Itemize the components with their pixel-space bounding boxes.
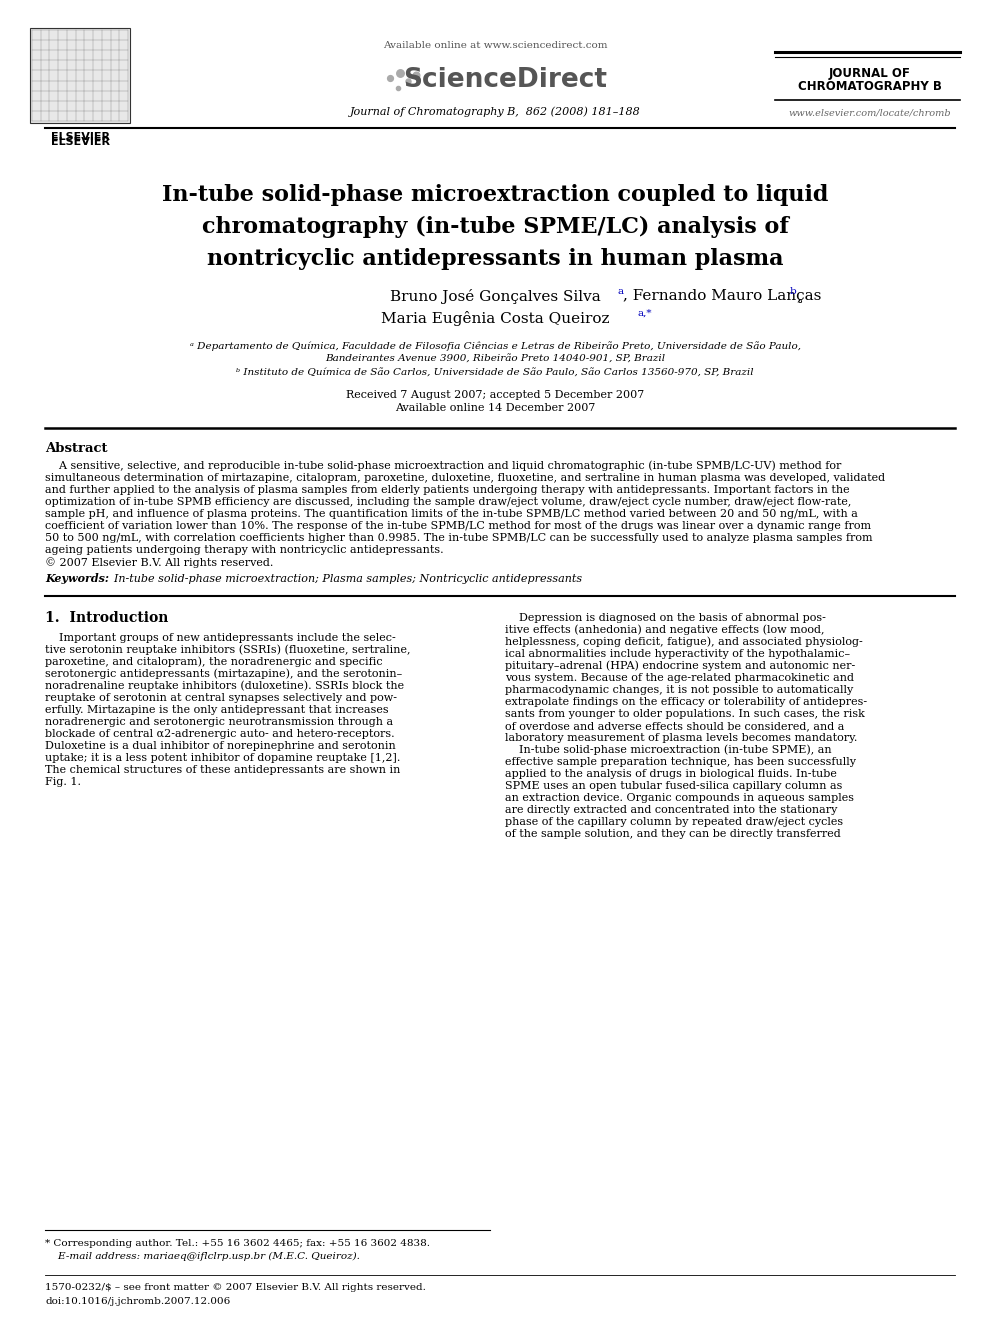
Text: Maria Eugênia Costa Queiroz: Maria Eugênia Costa Queiroz bbox=[381, 311, 609, 325]
Text: of the sample solution, and they can be directly transferred: of the sample solution, and they can be … bbox=[505, 830, 841, 839]
Text: Depression is diagnosed on the basis of abnormal pos-: Depression is diagnosed on the basis of … bbox=[505, 613, 826, 623]
Text: applied to the analysis of drugs in biological fluids. In-tube: applied to the analysis of drugs in biol… bbox=[505, 769, 837, 779]
Text: reuptake of serotonin at central synapses selectively and pow-: reuptake of serotonin at central synapse… bbox=[45, 693, 397, 703]
Text: vous system. Because of the age-related pharmacokinetic and: vous system. Because of the age-related … bbox=[505, 673, 854, 683]
Text: Available online at www.sciencedirect.com: Available online at www.sciencedirect.co… bbox=[383, 41, 607, 49]
Text: A sensitive, selective, and reproducible in-tube solid-phase microextraction and: A sensitive, selective, and reproducible… bbox=[45, 460, 841, 471]
Text: tive serotonin reuptake inhibitors (SSRIs) (fluoxetine, sertraline,: tive serotonin reuptake inhibitors (SSRI… bbox=[45, 644, 411, 655]
Text: www.elsevier.com/locate/chromb: www.elsevier.com/locate/chromb bbox=[789, 108, 951, 118]
Text: noradrenergic and serotonergic neurotransmission through a: noradrenergic and serotonergic neurotran… bbox=[45, 717, 393, 728]
Text: Important groups of new antidepressants include the selec-: Important groups of new antidepressants … bbox=[45, 632, 396, 643]
Text: pharmacodynamic changes, it is not possible to automatically: pharmacodynamic changes, it is not possi… bbox=[505, 685, 853, 695]
Text: ageing patients undergoing therapy with nontricyclic antidepressants.: ageing patients undergoing therapy with … bbox=[45, 545, 443, 556]
Text: itive effects (anhedonia) and negative effects (low mood,: itive effects (anhedonia) and negative e… bbox=[505, 624, 824, 635]
Text: ELSEVIER: ELSEVIER bbox=[51, 138, 109, 147]
Text: ELSEVIER: ELSEVIER bbox=[51, 132, 109, 142]
Text: doi:10.1016/j.jchromb.2007.12.006: doi:10.1016/j.jchromb.2007.12.006 bbox=[45, 1297, 230, 1306]
Text: erfully. Mirtazapine is the only antidepressant that increases: erfully. Mirtazapine is the only antidep… bbox=[45, 705, 389, 714]
Text: are directly extracted and concentrated into the stationary: are directly extracted and concentrated … bbox=[505, 804, 837, 815]
Text: ᵃ Departamento de Química, Faculdade de Filosofia Ciências e Letras de Ribeirão : ᵃ Departamento de Química, Faculdade de … bbox=[189, 341, 801, 351]
Text: Bruno José Gonçalves Silva: Bruno José Gonçalves Silva bbox=[390, 288, 600, 303]
Text: The chemical structures of these antidepressants are shown in: The chemical structures of these antidep… bbox=[45, 765, 401, 775]
Text: effective sample preparation technique, has been successfully: effective sample preparation technique, … bbox=[505, 757, 856, 767]
Text: Keywords:: Keywords: bbox=[45, 573, 109, 585]
Text: coefficient of variation lower than 10%. The response of the in-tube SPMB/LC met: coefficient of variation lower than 10%.… bbox=[45, 521, 871, 531]
Text: In-tube solid-phase microextraction (in-tube SPME), an: In-tube solid-phase microextraction (in-… bbox=[505, 745, 831, 755]
Text: In-tube solid-phase microextraction coupled to liquid: In-tube solid-phase microextraction coup… bbox=[162, 184, 828, 206]
Text: 1570-0232/$ – see front matter © 2007 Elsevier B.V. All rights reserved.: 1570-0232/$ – see front matter © 2007 El… bbox=[45, 1283, 426, 1293]
Text: chromatography (in-tube SPME/LC) analysis of: chromatography (in-tube SPME/LC) analysi… bbox=[201, 216, 789, 238]
Text: * Corresponding author. Tel.: +55 16 3602 4465; fax: +55 16 3602 4838.: * Corresponding author. Tel.: +55 16 360… bbox=[45, 1238, 430, 1248]
Text: 1.  Introduction: 1. Introduction bbox=[45, 611, 169, 624]
Text: Duloxetine is a dual inhibitor of norepinephrine and serotonin: Duloxetine is a dual inhibitor of norepi… bbox=[45, 741, 396, 751]
Text: noradrenaline reuptake inhibitors (duloxetine). SSRIs block the: noradrenaline reuptake inhibitors (dulox… bbox=[45, 681, 404, 692]
Text: and further applied to the analysis of plasma samples from elderly patients unde: and further applied to the analysis of p… bbox=[45, 486, 849, 495]
Text: of overdose and adverse effects should be considered, and a: of overdose and adverse effects should b… bbox=[505, 721, 844, 732]
Text: phase of the capillary column by repeated draw/eject cycles: phase of the capillary column by repeate… bbox=[505, 818, 843, 827]
Text: laboratory measurement of plasma levels becomes mandatory.: laboratory measurement of plasma levels … bbox=[505, 733, 857, 744]
Text: extrapolate findings on the efficacy or tolerability of antidepres-: extrapolate findings on the efficacy or … bbox=[505, 697, 867, 706]
Text: nontricyclic antidepressants in human plasma: nontricyclic antidepressants in human pl… bbox=[206, 247, 784, 270]
Text: blockade of central α2-adrenergic auto- and hetero-receptors.: blockade of central α2-adrenergic auto- … bbox=[45, 729, 395, 740]
Text: sample pH, and influence of plasma proteins. The quantification limits of the in: sample pH, and influence of plasma prote… bbox=[45, 509, 858, 519]
Text: a: a bbox=[618, 287, 624, 295]
Text: Journal of Chromatography B,  862 (2008) 181–188: Journal of Chromatography B, 862 (2008) … bbox=[349, 107, 641, 118]
Bar bbox=[30, 28, 130, 123]
Text: © 2007 Elsevier B.V. All rights reserved.: © 2007 Elsevier B.V. All rights reserved… bbox=[45, 557, 274, 569]
Text: serotonergic antidepressants (mirtazapine), and the serotonin–: serotonergic antidepressants (mirtazapin… bbox=[45, 668, 402, 679]
Text: 50 to 500 ng/mL, with correlation coefficients higher than 0.9985. The in-tube S: 50 to 500 ng/mL, with correlation coeffi… bbox=[45, 533, 873, 542]
Text: simultaneous determination of mirtazapine, citalopram, paroxetine, duloxetine, f: simultaneous determination of mirtazapin… bbox=[45, 474, 885, 483]
Text: helplessness, coping deficit, fatigue), and associated physiolog-: helplessness, coping deficit, fatigue), … bbox=[505, 636, 863, 647]
Text: Available online 14 December 2007: Available online 14 December 2007 bbox=[395, 404, 595, 413]
Text: a,*: a,* bbox=[637, 308, 652, 318]
Text: uptake; it is a less potent inhibitor of dopamine reuptake [1,2].: uptake; it is a less potent inhibitor of… bbox=[45, 753, 401, 763]
Text: ScienceDirect: ScienceDirect bbox=[403, 67, 607, 93]
Text: pituitary–adrenal (HPA) endocrine system and autonomic ner-: pituitary–adrenal (HPA) endocrine system… bbox=[505, 660, 855, 671]
Text: E-mail address: mariaeq@iflclrp.usp.br (M.E.C. Queiroz).: E-mail address: mariaeq@iflclrp.usp.br (… bbox=[45, 1252, 360, 1261]
Text: ᵇ Instituto de Química de São Carlos, Universidade de São Paulo, São Carlos 1356: ᵇ Instituto de Química de São Carlos, Un… bbox=[236, 368, 754, 377]
Text: SPME uses an open tubular fused-silica capillary column as: SPME uses an open tubular fused-silica c… bbox=[505, 781, 842, 791]
Text: sants from younger to older populations. In such cases, the risk: sants from younger to older populations.… bbox=[505, 709, 865, 718]
Text: an extraction device. Organic compounds in aqueous samples: an extraction device. Organic compounds … bbox=[505, 792, 854, 803]
Text: , Fernando Mauro Lanças: , Fernando Mauro Lanças bbox=[623, 288, 821, 303]
Text: ical abnormalities include hyperactivity of the hypothalamic–: ical abnormalities include hyperactivity… bbox=[505, 650, 850, 659]
Text: CHROMATOGRAPHY B: CHROMATOGRAPHY B bbox=[798, 81, 942, 94]
Text: JOURNAL OF: JOURNAL OF bbox=[829, 66, 911, 79]
Text: optimization of in-tube SPMB efficiency are discussed, including the sample draw: optimization of in-tube SPMB efficiency … bbox=[45, 497, 851, 507]
Text: b: b bbox=[790, 287, 797, 295]
Text: Abstract: Abstract bbox=[45, 442, 107, 455]
Text: Fig. 1.: Fig. 1. bbox=[45, 777, 81, 787]
Text: paroxetine, and citalopram), the noradrenergic and specific: paroxetine, and citalopram), the noradre… bbox=[45, 656, 383, 667]
Text: Bandeirantes Avenue 3900, Ribeirão Preto 14040-901, SP, Brazil: Bandeirantes Avenue 3900, Ribeirão Preto… bbox=[325, 355, 665, 364]
Text: ,: , bbox=[796, 288, 801, 303]
Text: Received 7 August 2007; accepted 5 December 2007: Received 7 August 2007; accepted 5 Decem… bbox=[346, 390, 644, 400]
Text: In-tube solid-phase microextraction; Plasma samples; Nontricyclic antidepressant: In-tube solid-phase microextraction; Pla… bbox=[107, 574, 582, 583]
